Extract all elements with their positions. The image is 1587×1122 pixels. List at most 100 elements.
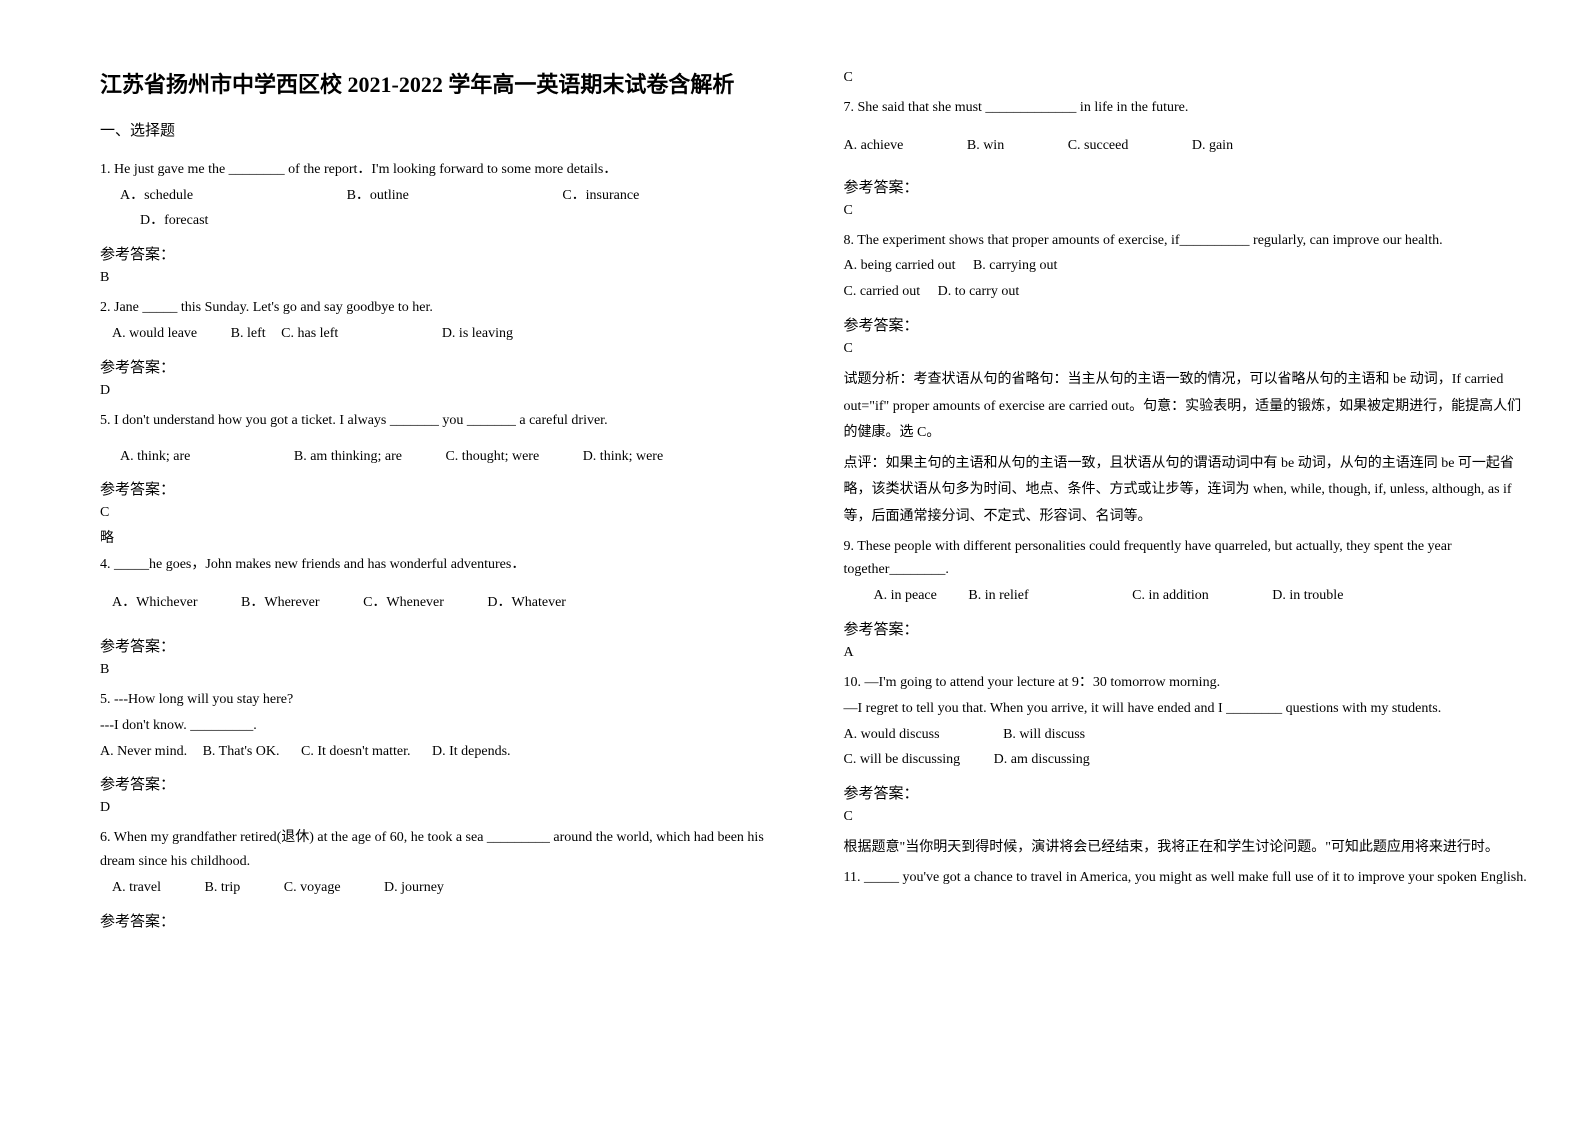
question-text-2: —I regret to tell you that. When you arr…: [844, 697, 1528, 721]
lue-text: 略: [100, 527, 784, 547]
question-text: 6. When my grandfather retired(退休) at th…: [100, 826, 784, 874]
answer-label: 参考答案：: [100, 773, 784, 794]
option-d: D．forecast: [140, 209, 208, 233]
option-c: C．Whenever: [363, 591, 444, 615]
answer-label: 参考答案：: [100, 356, 784, 377]
options-row: A. being carried out B. carrying out: [844, 254, 1528, 278]
option-d: D. to carry out: [938, 280, 1020, 304]
option-a: A. travel: [112, 876, 161, 900]
answer-value: A: [844, 645, 1528, 661]
option-a: A. Never mind.: [100, 740, 187, 764]
option-d: D. is leaving: [442, 322, 513, 346]
answer-label: 参考答案：: [100, 243, 784, 264]
option-c: C. succeed: [1068, 134, 1129, 158]
options-row: C. carried out D. to carry out: [844, 280, 1528, 304]
option-a: A. being carried out: [844, 254, 956, 278]
page-container: 江苏省扬州市中学西区校 2021-2022 学年高一英语期末试卷含解析 一、选择…: [0, 0, 1587, 977]
option-c: C. thought; were: [445, 445, 539, 469]
options-row: A. travel B. trip C. voyage D. journey: [100, 876, 784, 900]
question-text: 5. I don't understand how you got a tick…: [100, 409, 784, 433]
option-d: D. think; were: [583, 445, 663, 469]
option-d: D. am discussing: [994, 748, 1090, 772]
option-c: C. in addition: [1132, 584, 1209, 608]
option-a: A. would leave: [112, 322, 197, 346]
answer-value: C: [844, 70, 1528, 86]
option-d: D. gain: [1192, 134, 1233, 158]
options-row: A. achieve B. win C. succeed D. gain: [844, 134, 1528, 158]
option-a: A．Whichever: [112, 591, 198, 615]
option-c: C. will be discussing: [844, 748, 961, 772]
option-d: D. in trouble: [1272, 584, 1343, 608]
option-b: B. in relief: [968, 584, 1028, 608]
question-10: 10. —I'm going to attend your lecture at…: [844, 671, 1528, 774]
option-d: D．Whatever: [487, 591, 566, 615]
option-a: A. in peace: [874, 584, 937, 608]
answer-value: B: [100, 662, 784, 678]
option-b: B. am thinking; are: [294, 445, 402, 469]
options-row: A. would discuss B. will discuss: [844, 723, 1528, 747]
option-d: D. journey: [384, 876, 444, 900]
answer-label: 参考答案：: [844, 176, 1528, 197]
answer-label: 参考答案：: [844, 782, 1528, 803]
option-b: B. trip: [204, 876, 240, 900]
question-6: 6. When my grandfather retired(退休) at th…: [100, 826, 784, 901]
option-b: B. carrying out: [973, 254, 1057, 278]
question-8: 8. The experiment shows that proper amou…: [844, 229, 1528, 306]
option-b: B. That's OK.: [203, 740, 280, 764]
options-row: D．forecast: [100, 209, 784, 233]
question-1: 1. He just gave me the ________ of the r…: [100, 158, 784, 235]
question-text: 7. She said that she must _____________ …: [844, 96, 1528, 120]
answer-label: 参考答案：: [100, 910, 784, 931]
question-5: 5. ---How long will you stay here? ---I …: [100, 688, 784, 765]
option-a: A．schedule: [120, 184, 193, 208]
options-row: A．Whichever B．Wherever C．Whenever D．What…: [100, 591, 784, 615]
option-b: B. win: [967, 134, 1004, 158]
question-11: 11. _____ you've got a chance to travel …: [844, 866, 1528, 892]
option-b: B．Wherever: [241, 591, 320, 615]
question-text-1: 10. —I'm going to attend your lecture at…: [844, 671, 1528, 695]
options-row: A．schedule B．outline C．insurance: [100, 184, 784, 208]
answer-value: C: [844, 341, 1528, 357]
right-column: C 7. She said that she must ____________…: [844, 70, 1528, 937]
answer-value: C: [844, 203, 1528, 219]
option-c: C. carried out: [844, 280, 921, 304]
options-row: A. would leave B. left C. has left D. is…: [100, 322, 784, 346]
answer-value: B: [100, 270, 784, 286]
question-text: 2. Jane _____ this Sunday. Let's go and …: [100, 296, 784, 320]
option-b: B．outline: [347, 184, 409, 208]
left-column: 江苏省扬州市中学西区校 2021-2022 学年高一英语期末试卷含解析 一、选择…: [100, 70, 784, 937]
answer-label: 参考答案：: [100, 478, 784, 499]
option-a: A. achieve: [844, 134, 904, 158]
question-7: 7. She said that she must _____________ …: [844, 96, 1528, 160]
option-c: C. voyage: [284, 876, 341, 900]
explanation-2: 点评：如果主句的主语和从句的主语一致，且状语从句的谓语动词中有 be 动词，从句…: [844, 451, 1528, 531]
answer-value: C: [844, 809, 1528, 825]
question-text: 1. He just gave me the ________ of the r…: [100, 158, 784, 182]
answer-value: C: [100, 505, 784, 521]
question-4: 4. _____he goes，John makes new friends a…: [100, 553, 784, 617]
explanation: 根据题意"当你明天到得时候，演讲将会已经结束，我将正在和学生讨论问题。"可知此题…: [844, 835, 1528, 862]
answer-label: 参考答案：: [844, 314, 1528, 335]
options-row: C. will be discussing D. am discussing: [844, 748, 1528, 772]
question-text-2: ---I don't know. _________.: [100, 714, 784, 738]
question-3: 5. I don't understand how you got a tick…: [100, 409, 784, 471]
question-text: 5. ---How long will you stay here?: [100, 688, 784, 712]
options-row: A. Never mind. B. That's OK. C. It doesn…: [100, 740, 784, 764]
question-text: 11. _____ you've got a chance to travel …: [844, 866, 1528, 890]
option-b: B. will discuss: [1003, 723, 1085, 747]
section-heading: 一、选择题: [100, 119, 784, 140]
option-a: A. would discuss: [844, 723, 940, 747]
question-2: 2. Jane _____ this Sunday. Let's go and …: [100, 296, 784, 348]
option-d: D. It depends.: [432, 740, 511, 764]
answer-label: 参考答案：: [844, 618, 1528, 639]
explanation-1: 试题分析：考查状语从句的省略句：当主从句的主语一致的情况，可以省略从句的主语和 …: [844, 367, 1528, 447]
question-9: 9. These people with different personali…: [844, 535, 1528, 610]
option-c: C. has left: [281, 322, 338, 346]
answer-value: D: [100, 800, 784, 816]
options-row: A. think; are B. am thinking; are C. tho…: [100, 445, 784, 469]
option-b: B. left: [231, 322, 266, 346]
option-c: C．insurance: [562, 184, 639, 208]
document-title: 江苏省扬州市中学西区校 2021-2022 学年高一英语期末试卷含解析: [100, 70, 784, 101]
options-row: A. in peace B. in relief C. in addition …: [844, 584, 1528, 608]
option-a: A. think; are: [120, 445, 190, 469]
